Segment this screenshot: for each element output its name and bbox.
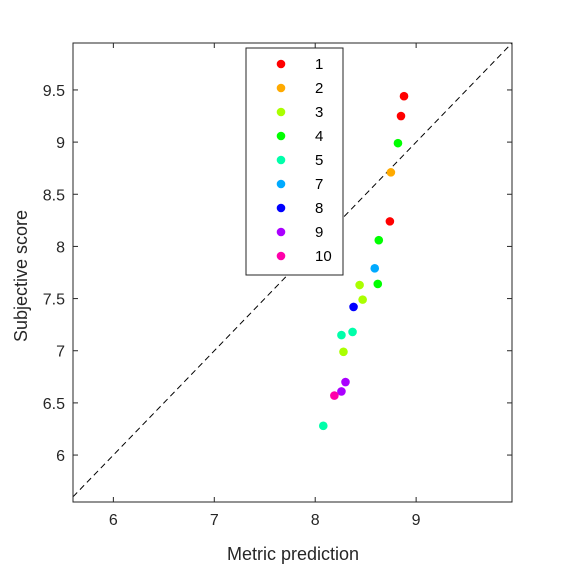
x-tick-label: 7 bbox=[210, 512, 219, 529]
data-point-series-5 bbox=[337, 330, 346, 340]
data-point-series-1 bbox=[385, 217, 395, 226]
legend-label-7: 7 bbox=[315, 176, 323, 193]
data-point-series-2 bbox=[386, 168, 396, 177]
x-axis-label: Metric prediction bbox=[227, 544, 359, 564]
legend-marker-1 bbox=[276, 59, 286, 69]
x-tick-label: 6 bbox=[109, 512, 118, 529]
data-point-series-5 bbox=[318, 421, 328, 431]
data-point-series-7 bbox=[370, 264, 380, 273]
data-point-series-4 bbox=[373, 279, 383, 289]
y-tick-label: 6.5 bbox=[43, 396, 65, 413]
y-tick-label: 6 bbox=[56, 448, 65, 465]
data-point-series-1 bbox=[396, 111, 406, 121]
y-axis-label: Subjective score bbox=[11, 210, 31, 342]
data-point-series-3 bbox=[358, 295, 367, 304]
legend-label-9: 9 bbox=[315, 224, 323, 241]
data-point-series-5 bbox=[348, 327, 357, 337]
legend-label-1: 1 bbox=[315, 56, 323, 73]
data-point-series-10 bbox=[330, 391, 339, 400]
legend-marker-4 bbox=[276, 131, 286, 141]
y-tick-label: 7 bbox=[56, 344, 65, 361]
legend-label-4: 4 bbox=[315, 128, 323, 145]
legend-marker-8 bbox=[276, 203, 286, 213]
data-point-series-9 bbox=[341, 377, 350, 387]
data-point-series-3 bbox=[355, 280, 364, 290]
y-tick-label: 7.5 bbox=[43, 292, 65, 309]
data-point-series-4 bbox=[374, 235, 384, 245]
data-point-series-1 bbox=[399, 91, 409, 101]
y-tick-label: 9 bbox=[56, 135, 65, 152]
legend-label-10: 10 bbox=[315, 248, 332, 265]
legend-label-3: 3 bbox=[315, 104, 323, 121]
axes-box bbox=[72, 42, 513, 503]
plot-area: 6 7 8 9 6 6.5 7 7.5 8 8.5 9 9.5 bbox=[43, 42, 513, 529]
data-point-series-8 bbox=[349, 302, 358, 312]
legend-box bbox=[245, 47, 344, 276]
y-tick-label: 8.5 bbox=[43, 187, 65, 204]
legend-marker-7 bbox=[276, 179, 286, 189]
data-point-series-4 bbox=[393, 138, 403, 148]
legend-label-2: 2 bbox=[315, 80, 323, 97]
legend-marker-2 bbox=[276, 83, 286, 93]
y-tick-label: 8 bbox=[56, 239, 65, 256]
legend-label-8: 8 bbox=[315, 200, 323, 217]
data-point-series-9 bbox=[337, 387, 346, 396]
legend-marker-5 bbox=[276, 155, 286, 165]
x-tick-label: 8 bbox=[311, 512, 320, 529]
legend-label-5: 5 bbox=[315, 152, 323, 169]
y-tick-label: 9.5 bbox=[43, 83, 65, 100]
data-point-series-3 bbox=[339, 347, 348, 357]
legend-marker-10 bbox=[276, 251, 286, 261]
x-tick-label: 9 bbox=[412, 512, 421, 529]
legend: 1 2 3 4 5 7 8 9 10 bbox=[245, 47, 344, 276]
legend-marker-3 bbox=[276, 107, 286, 117]
legend-marker-9 bbox=[276, 227, 286, 237]
